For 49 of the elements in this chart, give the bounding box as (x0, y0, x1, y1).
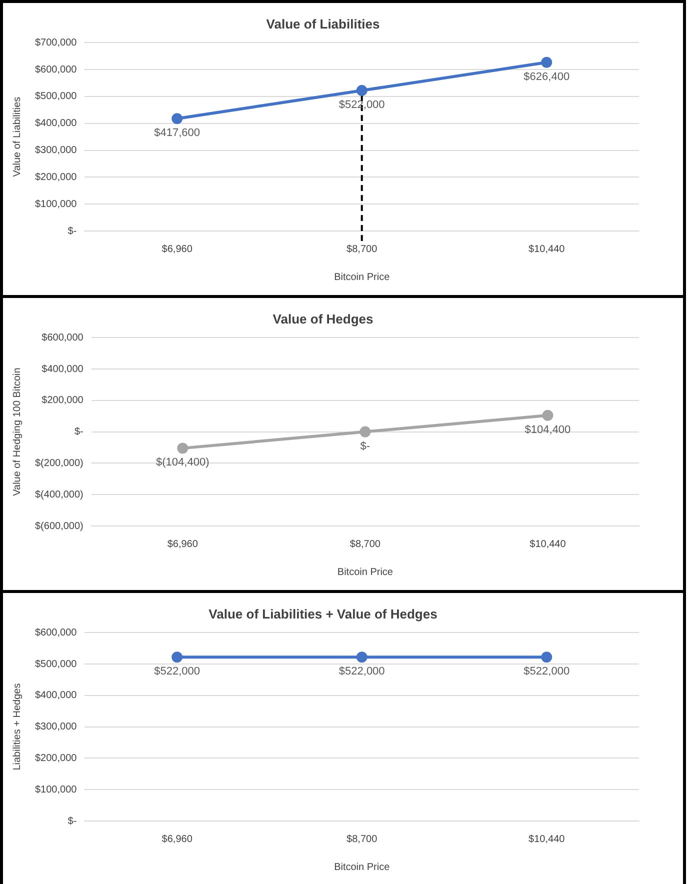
y-tick-label: $300,000 (34, 145, 78, 156)
data-label: $522,000 (154, 666, 200, 678)
x-tick-label: $8,700 (346, 244, 378, 255)
y-tick-label: $200,000 (34, 752, 78, 764)
y-tick-label: $- (68, 226, 77, 237)
data-label: $626,400 (524, 70, 570, 83)
y-axis-title: Liabilities + Hedges (12, 683, 23, 770)
y-tick-label: $400,000 (34, 118, 78, 130)
x-axis-title: Bitcoin Price (334, 862, 390, 873)
chart-title: Value of Liabilities + Value of Hedges (208, 606, 438, 622)
y-axis-title: Value of Liabilities (12, 96, 23, 177)
data-label: $(104,400) (156, 456, 210, 469)
x-tick-label: $6,960 (162, 834, 193, 845)
chart-title: Value of Hedges (272, 311, 374, 326)
y-tick-label: $- (74, 426, 84, 438)
data-label: $104,400 (524, 424, 571, 436)
y-tick-label: $300,000 (34, 722, 78, 733)
y-tick-label: $400,000 (42, 364, 84, 375)
data-label: $522,000 (338, 666, 385, 678)
y-tick-label: $700,000 (34, 37, 78, 48)
x-tick-label: $8,700 (350, 538, 381, 550)
x-axis-title: Bitcoin Price (334, 272, 390, 283)
x-tick-label: $6,960 (167, 538, 198, 550)
x-tick-label: $10,440 (528, 834, 566, 845)
data-label: $- (360, 440, 370, 452)
x-tick-label: $6,960 (162, 244, 193, 255)
data-label: $522,000 (338, 99, 385, 112)
y-tick-label: $100,000 (34, 784, 78, 796)
x-tick-label: $10,440 (528, 244, 566, 255)
chart-title: Value of Liabilities (266, 16, 380, 32)
x-tick-label: $10,440 (530, 538, 566, 550)
y-tick-label: $600,000 (34, 627, 78, 638)
y-tick-label: $(400,000) (34, 489, 84, 500)
y-tick-label: $200,000 (34, 172, 78, 183)
y-tick-label: $600,000 (42, 332, 84, 344)
y-axis-title: Value of Hedging 100 Bitcoin (12, 368, 23, 496)
data-label: $417,600 (154, 127, 200, 140)
y-tick-label: $200,000 (42, 395, 84, 406)
y-tick-label: $400,000 (34, 690, 78, 702)
y-tick-label: $- (68, 816, 77, 827)
x-axis-title: Bitcoin Price (337, 566, 394, 578)
y-tick-label: $600,000 (34, 64, 78, 76)
y-tick-label: $(600,000) (34, 520, 84, 532)
x-tick-label: $8,700 (346, 834, 378, 845)
y-tick-label: $500,000 (34, 91, 78, 102)
data-label: $522,000 (524, 666, 570, 678)
y-tick-label: $(200,000) (34, 458, 84, 469)
y-tick-label: $500,000 (34, 658, 78, 670)
y-tick-label: $100,000 (34, 198, 78, 210)
